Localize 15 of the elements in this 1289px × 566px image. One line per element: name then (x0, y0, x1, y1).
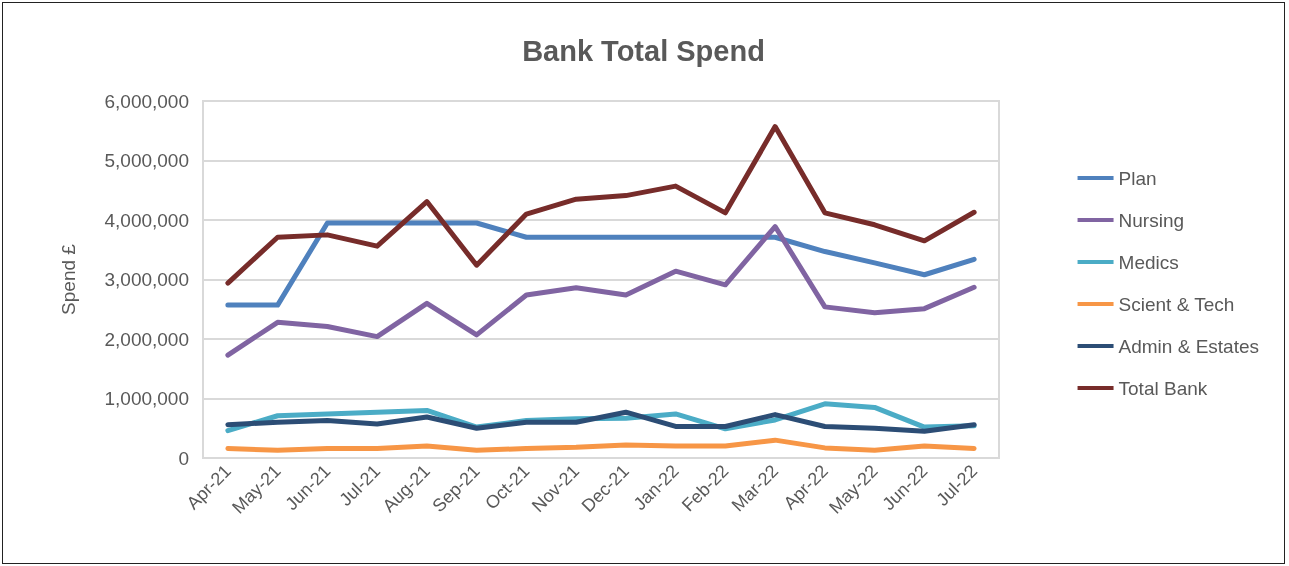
legend-label: Admin & Estates (1118, 335, 1259, 357)
legend-label: Scient & Tech (1118, 293, 1235, 315)
y-tick-label: 5,000,000 (104, 150, 189, 171)
legend-label: Medics (1118, 251, 1179, 273)
legend-label: Nursing (1118, 209, 1185, 231)
y-tick-label: 6,000,000 (104, 90, 189, 112)
y-tick-label: 0 (178, 447, 189, 469)
legend-label: Total Bank (1118, 377, 1208, 399)
y-tick-label: 4,000,000 (104, 209, 189, 231)
y-tick-label: 2,000,000 (104, 328, 189, 350)
y-axis-title: Spend £ (58, 243, 79, 315)
legend-label: Plan (1118, 167, 1157, 189)
chart-title: Bank Total Spend (522, 34, 765, 67)
y-tick-label: 3,000,000 (104, 269, 189, 290)
y-tick-label: 1,000,000 (104, 388, 189, 409)
